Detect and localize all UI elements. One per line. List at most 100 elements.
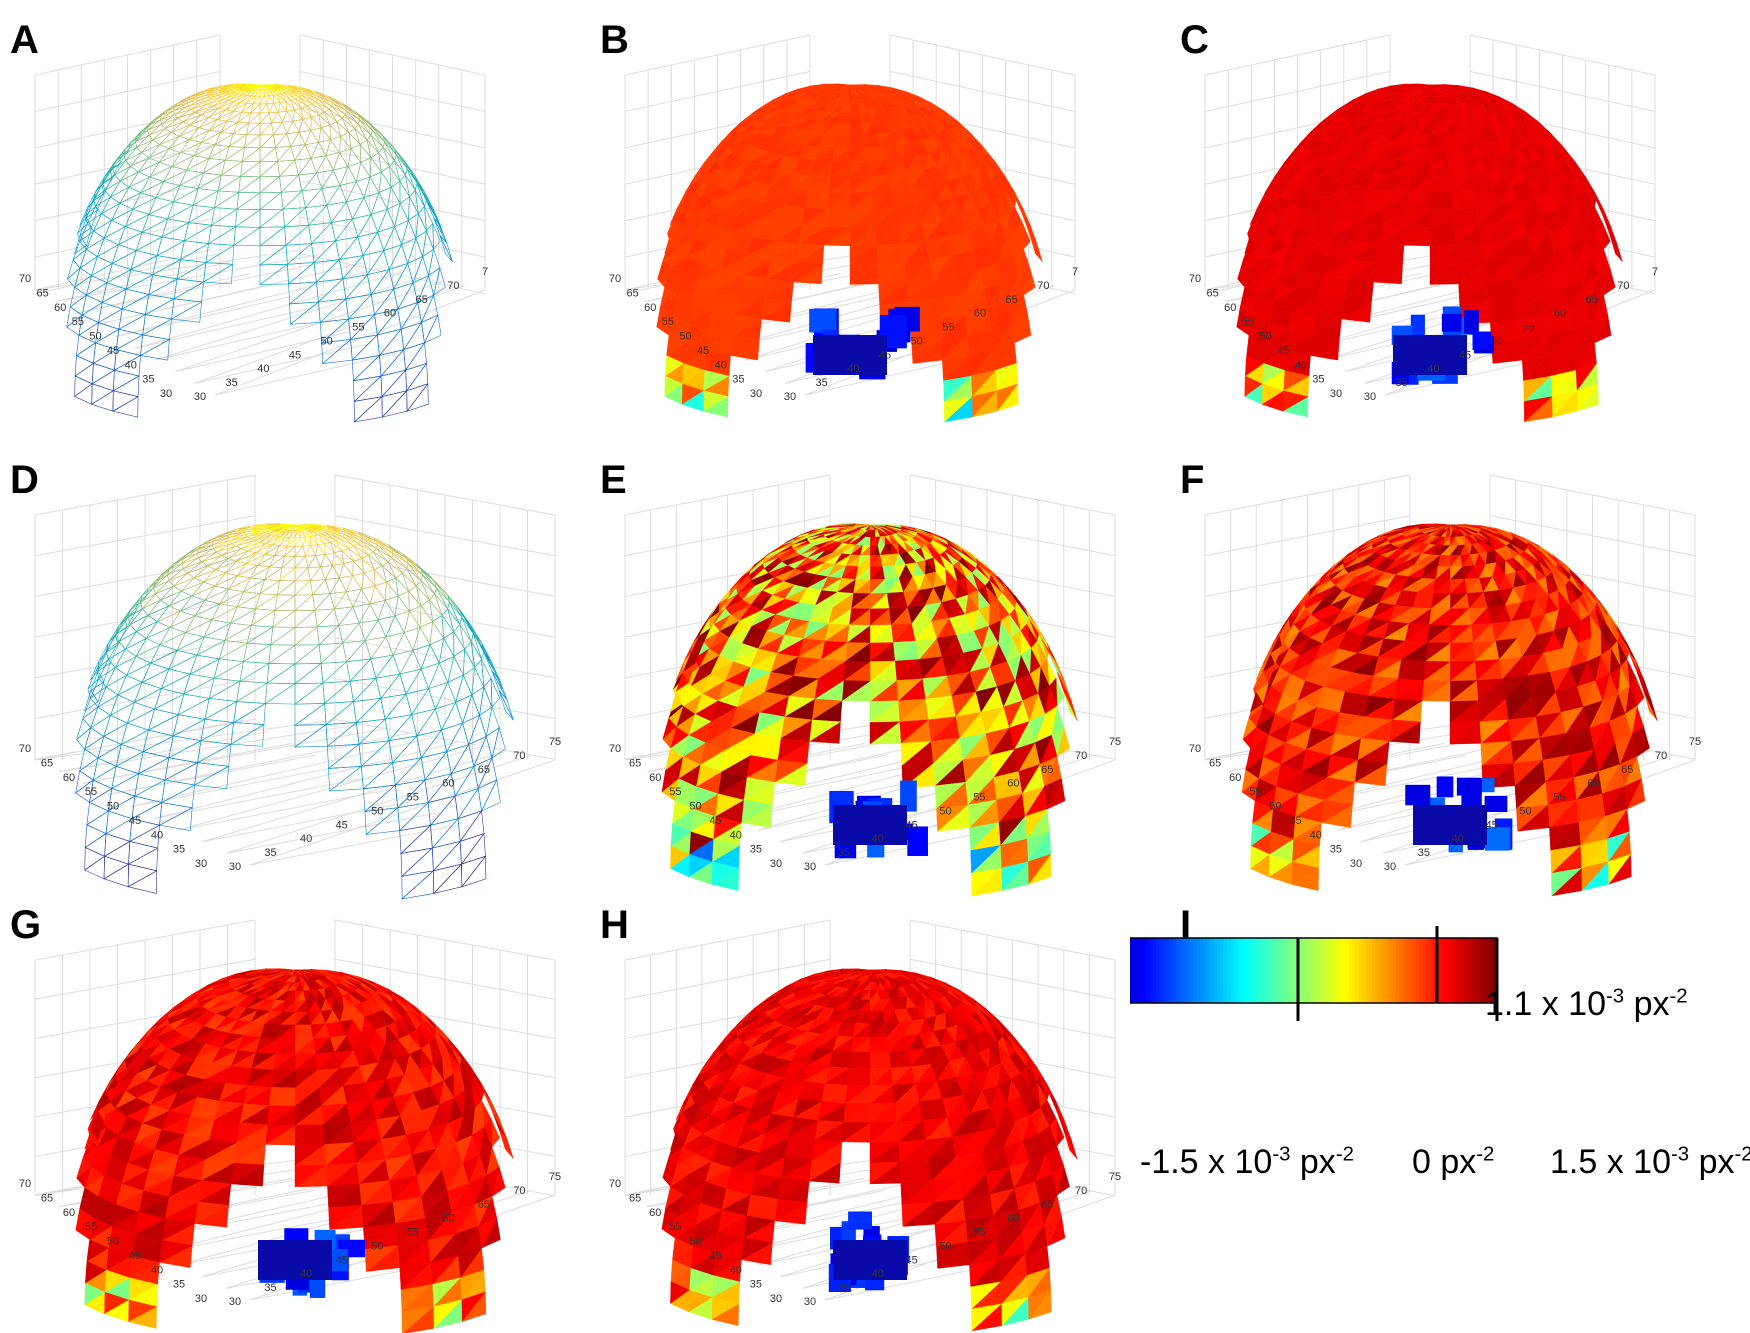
- panel-a: A 70 65 60 55 50 45 40 35 30 30 35 40 45 50 55 60 65 70 7: [0, 20, 520, 423]
- colorbar-swatch: [1257, 938, 1262, 1003]
- axis-tick-label: 40: [1452, 833, 1464, 845]
- axis-tick-label: 60: [63, 772, 75, 784]
- colorbar-swatch: [1139, 938, 1144, 1003]
- axis-tick-label: 30: [229, 1296, 241, 1308]
- axis-tick-label: 45: [129, 1250, 141, 1262]
- axis-tick-label: 70: [19, 743, 31, 755]
- colorbar-swatch: [1483, 938, 1488, 1003]
- axis-tick-label: 65: [416, 294, 428, 306]
- axis-tick-label: 35: [264, 847, 276, 859]
- dome-surface: [661, 523, 1078, 897]
- axis-tick-label: 50: [371, 1240, 383, 1252]
- colorbar-swatch: [1409, 938, 1414, 1003]
- axis-tick-label: 50: [371, 805, 383, 817]
- axis-tick-label: 35: [1330, 844, 1342, 856]
- axis-tick-label: 55: [942, 322, 954, 334]
- axis-tick-label: 35: [226, 377, 238, 389]
- axis-tick-label: 70: [513, 1185, 525, 1197]
- colorbar-swatch: [1392, 938, 1397, 1003]
- axis-tick-label: 65: [37, 287, 49, 299]
- axis-tick-label: 60: [54, 302, 66, 314]
- axis-tick-label: 60: [1587, 778, 1599, 790]
- colorbar-min-label: -1.5 x 10-3 px-2: [1140, 1143, 1354, 1181]
- colorbar-swatch: [1179, 938, 1184, 1003]
- panel-f: F 70 65 60 55 50 45 40 35 30 30 35 40 45 50 55 60 65 70 75: [1170, 460, 1730, 897]
- dome-plot-f: 70 65 60 55 50 45 40 35 30 30 35 40 45 50 55 60 65 70 75: [1189, 474, 1701, 897]
- pillar-base: [828, 1211, 909, 1293]
- colorbar-swatch: [1365, 938, 1370, 1003]
- axis-tick-label: 65: [1586, 294, 1598, 306]
- colorbar-swatch: [1389, 938, 1394, 1003]
- panel-letter-g: G: [10, 903, 42, 947]
- panel-g: G 70 65 60 55 50 45 40 35 30 30 35 40 45 50 55 60 65 70 75: [0, 903, 590, 1333]
- axis-tick-label: 70: [1075, 750, 1087, 762]
- axis-tick-label: 55: [352, 322, 364, 334]
- axis-tick-label: 30: [1330, 388, 1342, 400]
- panel-letter-h: H: [600, 903, 629, 947]
- axis-tick-label: 75: [1109, 1171, 1121, 1183]
- colorbar-panel: I 1.1 x 10-3 px-2 -1.5 x 10-3 px-2 0 px-…: [1090, 905, 1750, 1235]
- colorbar-swatch: [1183, 938, 1188, 1003]
- colorbar-swatch: [1368, 938, 1373, 1003]
- axis-tick-label: 75: [549, 1171, 561, 1183]
- colorbar-swatch: [1426, 938, 1431, 1003]
- axis-tick-label: 30: [750, 388, 762, 400]
- axis-tick-label: 35: [1418, 847, 1430, 859]
- axis-tick-label: 30: [804, 1296, 816, 1308]
- panel-e: E 70 65 60 55 50 45 40 35 30 30 35 40 45 50 55 60 65 70 75: [590, 460, 1150, 897]
- panel-c: C 70 65 60 55 50 45 40 35 30 30 35 40 45 50 55 60 65 70 7: [1170, 20, 1690, 423]
- panel-h: H 70 65 60 55 50 45 40 35 30 30 35 40 45 50 55 60 65 70 75: [590, 903, 1150, 1332]
- colorbar-swatch: [1439, 938, 1444, 1003]
- colorbar-swatch: [1254, 938, 1259, 1003]
- axis-tick-label: 70: [19, 273, 31, 285]
- colorbar-swatch: [1405, 938, 1411, 1003]
- axis-tick-label: 65: [478, 764, 490, 776]
- colorbar-swatch: [1446, 938, 1451, 1003]
- colorbar-swatch: [1321, 938, 1326, 1003]
- colorbar-swatch: [1453, 938, 1458, 1003]
- axis-tick-label: 45: [107, 345, 119, 357]
- colorbar-swatch: [1443, 938, 1448, 1003]
- axis-tick-label: 60: [649, 1207, 661, 1219]
- axis-tick-label: 45: [906, 819, 918, 831]
- axis-tick-label: 60: [649, 772, 661, 784]
- axis-box: [34, 34, 486, 396]
- colorbar-swatch: [1230, 938, 1235, 1003]
- colorbar-swatch: [1264, 938, 1269, 1003]
- colorbar-swatch: [1186, 938, 1191, 1003]
- colorbar-swatch: [1314, 938, 1319, 1003]
- colorbar-swatch: [1169, 938, 1174, 1003]
- axis-tick-label: 55: [973, 792, 985, 804]
- axis-tick-label: 70: [19, 1178, 31, 1190]
- axis-tick-label: 35: [838, 1282, 850, 1294]
- colorbar-swatch: [1203, 938, 1208, 1003]
- colorbar-swatch: [1159, 938, 1164, 1003]
- dome-plot-h: 70 65 60 55 50 45 40 35 30 30 35 40 45 50 55 60 65 70 75: [609, 919, 1121, 1332]
- axis-tick-label: 35: [750, 844, 762, 856]
- axis-tick-label: 55: [662, 316, 674, 328]
- axis-tick-label: 45: [697, 345, 709, 357]
- axis-tick-label: 40: [730, 1264, 742, 1276]
- axis-tick-label: 60: [384, 308, 396, 320]
- axis-tick-label: 35: [816, 377, 828, 389]
- axis-tick-label: 65: [1209, 757, 1221, 769]
- colorbar-swatch: [1473, 938, 1478, 1003]
- colorbar-swatch: [1189, 938, 1195, 1003]
- dome-surface: [1236, 83, 1623, 423]
- pillar-base: [258, 1228, 365, 1298]
- colorbar-swatch: [1206, 938, 1211, 1003]
- axis-tick-label: 70: [609, 273, 621, 285]
- axis-tick-label: 30: [770, 858, 782, 870]
- axis-tick-label: 65: [41, 757, 53, 769]
- axis-tick-label: 40: [257, 363, 269, 375]
- colorbar-swatch: [1304, 938, 1309, 1003]
- axis-tick-label: 35: [838, 847, 850, 859]
- dome-surface: [66, 83, 453, 423]
- axis-tick-label: 35: [173, 1279, 185, 1291]
- colorbar-swatch: [1375, 938, 1380, 1003]
- colorbar-swatch: [1152, 938, 1157, 1003]
- colorbar-swatch: [1331, 938, 1336, 1003]
- axis-tick-label: 30: [160, 388, 172, 400]
- axis-tick-label: 55: [669, 786, 681, 798]
- colorbar-swatch: [1362, 938, 1367, 1003]
